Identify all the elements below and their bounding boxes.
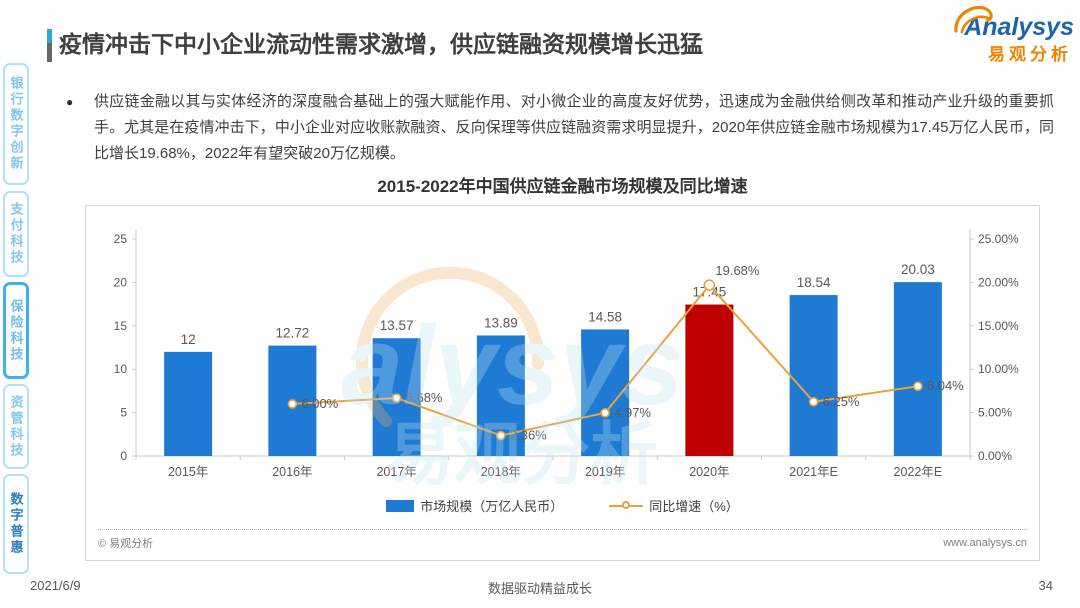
right-axis-tick: 5.00%	[978, 406, 1012, 420]
right-axis-tick: 15.00%	[978, 319, 1019, 333]
summary-paragraph: 供应链金融以其与实体经济的深度融合基础上的强大赋能作用、对小微企业的高度友好优势…	[94, 93, 1054, 162]
growth-line: 6.00% 6.68% 2.36% 4.97% 19.68% 6.25% 8.04%	[287, 263, 964, 443]
legend-line-marker	[622, 500, 631, 509]
sidebar-item-asset-mgmt-tech[interactable]: 资管科技	[3, 384, 29, 469]
bar-value-label: 20.03	[901, 262, 935, 277]
growth-value-label: 8.04%	[927, 378, 964, 393]
right-axis-tick: 25.00%	[978, 232, 1019, 246]
growth-value-label: 4.97%	[614, 405, 651, 420]
left-axis-tick: 0	[120, 449, 127, 463]
growth-marker	[496, 430, 506, 441]
sidebar-item-label: 数字普惠	[8, 492, 24, 556]
sidebar-item-label: 资管科技	[8, 394, 24, 459]
left-axis-tick: 10	[114, 362, 128, 376]
right-axis-tick: 10.00%	[978, 362, 1019, 376]
growth-marker	[703, 279, 716, 291]
growth-value-label: 6.00%	[301, 396, 338, 411]
bar-2020年	[685, 304, 734, 456]
title-accent-bar	[47, 29, 52, 62]
market-chart: 0 5 10 15 20 25 0.00% 5.00% 10.00% 15.00% 20.00% 25…	[114, 229, 1019, 492]
x-axis-label: 2019年	[585, 465, 625, 479]
bar-value-label: 13.89	[484, 315, 518, 330]
growth-marker	[913, 381, 923, 392]
chart-website: www.analysys.cn	[943, 537, 1027, 549]
bar-2021年E	[789, 295, 838, 456]
left-axis-tick: 25	[114, 232, 128, 246]
sidebar-item-label: 支付科技	[8, 202, 24, 266]
chart-copyright: © 易观分析	[98, 538, 154, 550]
axes: 0 5 10 15 20 25 0.00% 5.00% 10.00% 15.00% 20.00% 25…	[114, 229, 1019, 479]
left-axis-tick: 5	[120, 406, 127, 420]
bar-value-label: 12.72	[275, 326, 309, 341]
growth-marker	[808, 396, 819, 407]
analysys-logo: Analysys 易观分析	[924, 5, 1074, 65]
x-axis-label: 2021年E	[789, 465, 838, 479]
left-axis-tick: 15	[114, 319, 128, 333]
growth-marker	[600, 408, 610, 418]
x-axis-label: 2017年	[376, 465, 416, 479]
bullet-icon: ●	[66, 95, 74, 109]
legend-label: 市场规模（万亿人民币）	[420, 499, 564, 514]
x-axis-label: 2015年	[168, 465, 208, 479]
chart-title: 2015-2022年中国供应链金融市场规模及同比增速	[377, 177, 748, 196]
sidebar-item-payment-tech[interactable]: 支付科技	[3, 191, 29, 277]
sidebar-item-bank-digital[interactable]: 银行数字创新	[3, 63, 29, 185]
sidebar-item-insurance-tech[interactable]: 保险科技	[3, 282, 29, 379]
logo-swoosh-icon	[954, 5, 993, 34]
legend-label: 同比增速（%）	[649, 499, 739, 514]
footer-page-number: 34	[1038, 578, 1053, 593]
page-title: 疫情冲击下中小企业流动性需求激增，供应链融资规模增长迅猛	[59, 31, 703, 57]
legend-item-market-size: 市场规模（万亿人民币）	[386, 496, 563, 515]
bar-value-label: 13.57	[380, 318, 414, 333]
footer-date: 2021/6/9	[30, 578, 81, 593]
sidebar-item-label: 保险科技	[8, 298, 24, 363]
chart-footer: © 易观分析 www.analysys.cn	[98, 529, 1027, 556]
bar-value-label: 12	[181, 332, 196, 347]
legend-bar-swatch	[386, 499, 415, 512]
x-axis-label: 2018年	[481, 465, 521, 479]
sidebar-item-digital-inclusion[interactable]: 数字普惠	[3, 474, 29, 574]
growth-marker	[287, 399, 298, 409]
bar-value-label: 18.54	[797, 275, 831, 290]
chart-legend: 市场规模（万亿人民币） 同比增速（%）	[86, 496, 1039, 515]
bar-2022年E	[893, 282, 942, 456]
x-axis-label: 2016年	[272, 465, 312, 479]
left-axis-tick: 20	[114, 275, 128, 289]
x-axis-label: 2022年E	[894, 465, 943, 479]
right-axis-tick: 0.00%	[978, 449, 1012, 463]
growth-value-label: 6.68%	[406, 390, 443, 405]
bar-value-label: 14.58	[588, 309, 622, 324]
growth-value-label: 19.68%	[715, 263, 760, 278]
logo-subtitle: 易观分析	[988, 45, 1072, 64]
growth-value-label: 6.25%	[823, 394, 860, 409]
x-axis-label: 2020年	[689, 465, 729, 479]
bar-2015年	[164, 351, 213, 456]
right-axis-tick: 20.00%	[978, 275, 1019, 289]
chart-container: 0 5 10 15 20 25 0.00% 5.00% 10.00% 15.00% 20.00% 25…	[85, 205, 1040, 561]
legend-item-growth: 同比增速（%）	[609, 496, 739, 515]
footer-slogan: 数据驱动精益成长	[487, 581, 592, 596]
legend-line-swatch	[609, 500, 644, 509]
growth-value-label: 2.36%	[510, 428, 547, 443]
sidebar-item-label: 银行数字创新	[8, 76, 24, 172]
growth-marker	[391, 393, 402, 403]
